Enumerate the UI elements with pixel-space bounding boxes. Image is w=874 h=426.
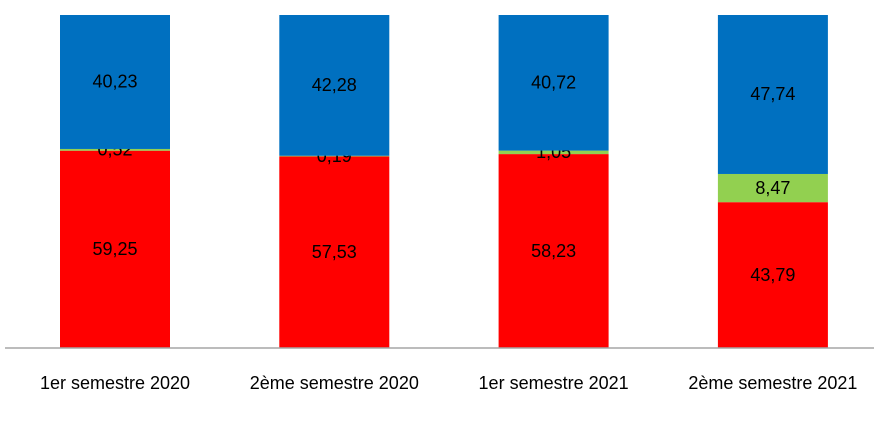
- x-tick-label: 2ème semestre 2020: [249, 373, 419, 393]
- x-tick-label: 1er semestre 2021: [478, 373, 629, 393]
- bar-segment: [60, 150, 170, 348]
- data-label: 59,25: [92, 239, 137, 259]
- x-tick-label: 1er semestre 2020: [39, 373, 191, 393]
- bar-segment: [717, 15, 828, 174]
- bar-segment: [279, 155, 390, 157]
- bar-segment: [498, 154, 609, 348]
- data-label: 57,53: [312, 242, 357, 262]
- data-label: 58,23: [531, 241, 576, 261]
- bar-segment: [60, 148, 170, 151]
- bar-segment: [498, 15, 609, 151]
- bar-segment: [717, 202, 828, 348]
- data-label: 47,74: [750, 84, 795, 104]
- bar-segment: [279, 156, 390, 348]
- bar-segment: [60, 15, 170, 149]
- data-label: 40,23: [92, 72, 137, 92]
- bar-segment: [279, 15, 390, 156]
- x-tick-label: 2ème semestre 2021: [688, 373, 858, 393]
- bar-segment: [717, 173, 828, 203]
- data-label: 8,47: [755, 178, 790, 198]
- bar-segment: [498, 150, 609, 155]
- data-label: 43,79: [750, 265, 795, 285]
- data-label: 40,72: [531, 73, 576, 93]
- data-label: 42,28: [312, 75, 357, 95]
